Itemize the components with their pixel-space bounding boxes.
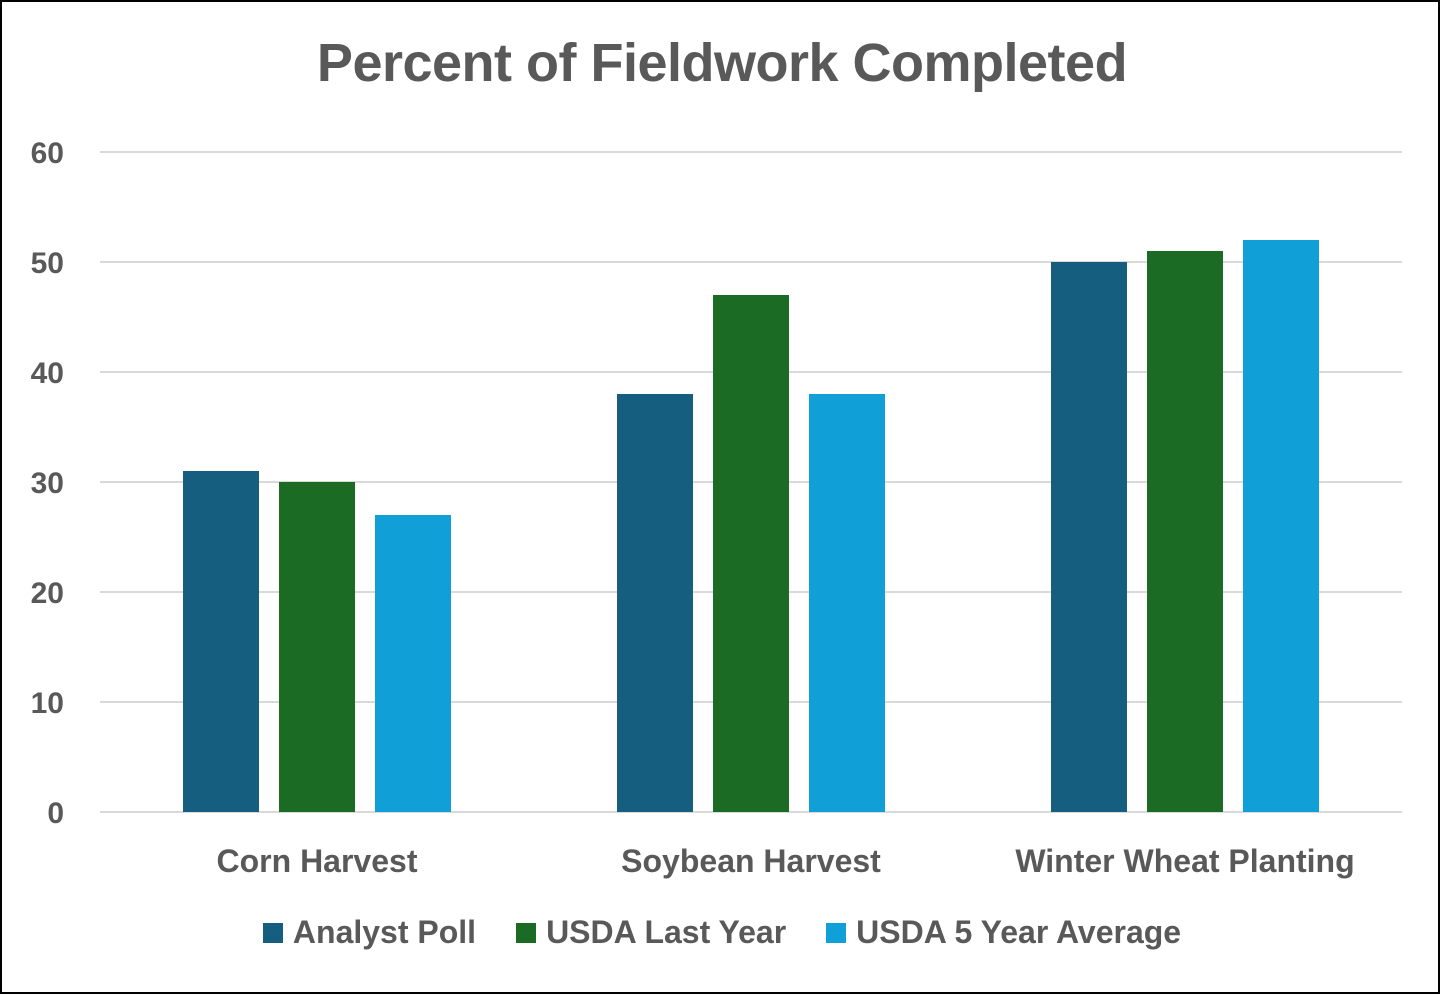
bar-usda-last-year [1147, 251, 1223, 812]
bar-usda-last-year [713, 295, 789, 812]
y-tick-label: 20 [31, 577, 64, 610]
y-tick-label: 10 [31, 687, 64, 720]
bar-usda-5-year-average [809, 394, 885, 812]
category-label: Soybean Harvest [621, 843, 881, 879]
category-label: Corn Harvest [217, 843, 418, 879]
bar-usda-5-year-average [1243, 240, 1319, 812]
y-tick-label: 0 [47, 797, 64, 830]
legend-swatch [826, 922, 847, 943]
legend-swatch [516, 922, 537, 943]
category-label: Winter Wheat Planting [1015, 843, 1354, 879]
legend: Analyst Poll USDA Last Year USDA 5 Year Av… [2, 914, 1440, 951]
bar-analyst-poll [183, 471, 259, 812]
bar-analyst-poll [1051, 262, 1127, 812]
y-tick-label: 40 [31, 357, 64, 390]
y-tick-label: 30 [31, 467, 64, 500]
legend-item: Analyst Poll [262, 914, 477, 951]
bars [183, 240, 1319, 812]
legend-item: USDA Last Year [516, 914, 786, 951]
legend-label: Analyst Poll [292, 914, 477, 950]
legend-label: USDA 5 Year Average [856, 914, 1182, 950]
legend-label: USDA Last Year [546, 914, 787, 950]
bar-usda-5-year-average [375, 515, 451, 812]
legend-swatch [262, 922, 283, 943]
category-labels: Corn Harvest Soybean Harvest Winter Wheat … [217, 843, 1355, 879]
y-tick-label: 50 [31, 247, 64, 280]
chart-title: Percent of Fieldwork Completed [316, 33, 1128, 93]
y-tick-label: 60 [31, 137, 64, 170]
y-axis-ticks: 0 10 20 30 40 50 60 [31, 137, 64, 830]
legend-item: USDA 5 Year Average [826, 914, 1181, 951]
bar-usda-last-year [279, 482, 355, 812]
bar-analyst-poll [617, 394, 693, 812]
